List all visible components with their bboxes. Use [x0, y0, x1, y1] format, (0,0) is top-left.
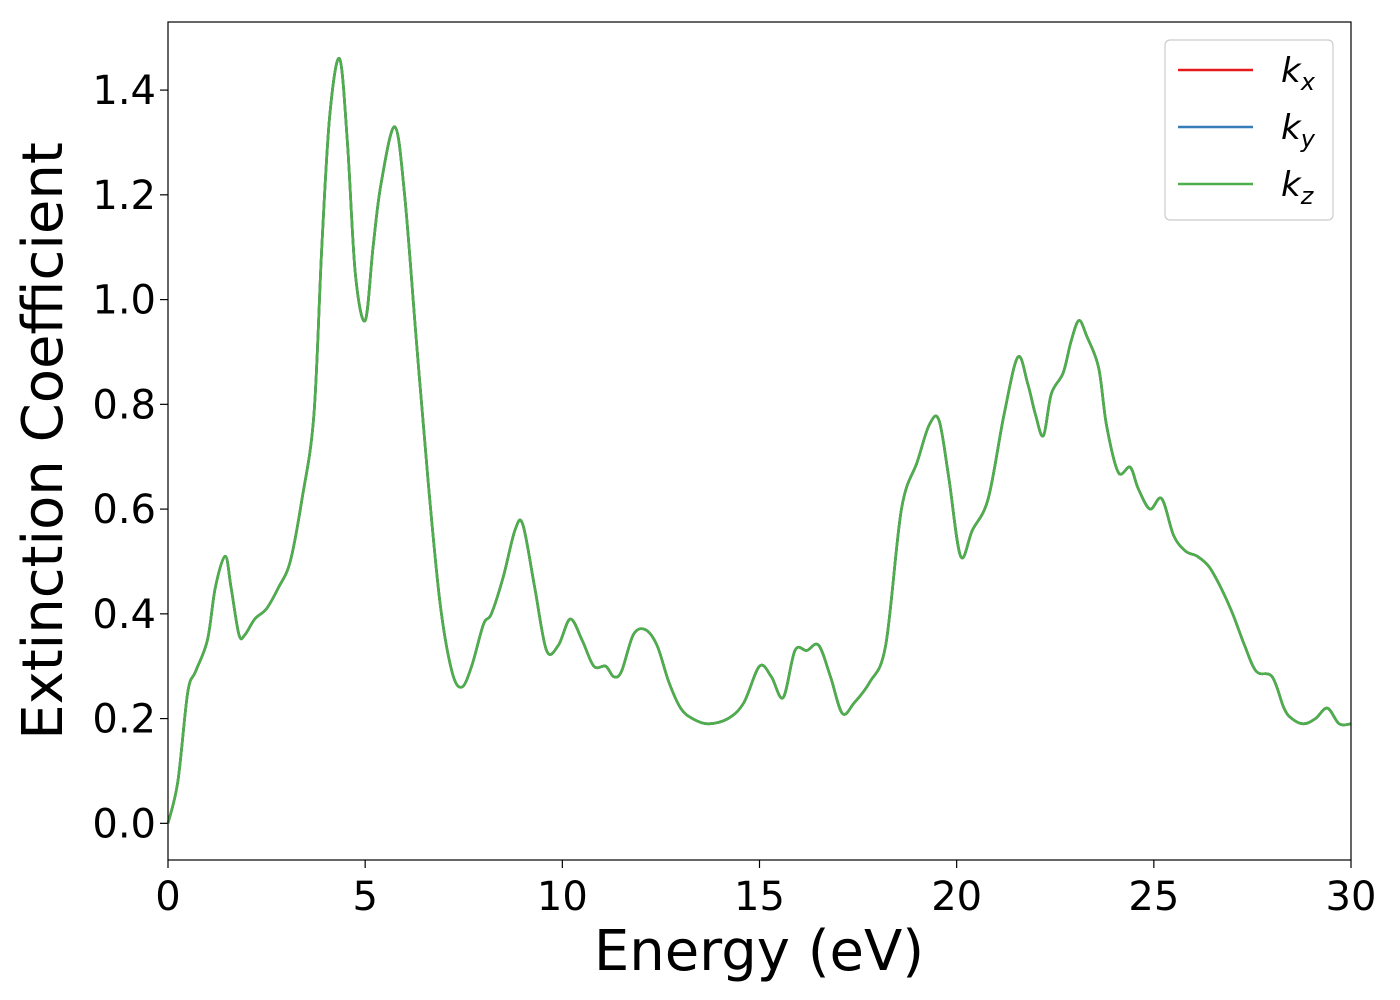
- y-tick-label: 0.8: [92, 382, 156, 428]
- y-axis-label: Extinction Coefficient: [11, 142, 76, 740]
- x-tick-label: 30: [1326, 874, 1377, 920]
- legend-label-ky: ky: [1281, 108, 1316, 153]
- plot-frame: [167, 21, 1352, 861]
- x-tick-label: 15: [734, 874, 785, 920]
- y-tick-label: 0.2: [92, 697, 156, 743]
- legend-label-subscript: z: [1300, 182, 1315, 210]
- y-tick-label: 0.4: [92, 592, 156, 638]
- x-tick-label: 0: [155, 874, 180, 920]
- x-tick-label: 10: [537, 874, 588, 920]
- series-line-kz: [166, 57, 1352, 824]
- legend-box: [1164, 39, 1334, 221]
- y-tick-label: 1.2: [92, 173, 156, 219]
- y-axis-ticks: 0.0 0.2 0.4 0.6 0.8 1.0 1.2 1.4: [92, 68, 168, 847]
- legend-label-base: k: [1281, 51, 1302, 91]
- legend-label-kz: kz: [1281, 165, 1315, 210]
- x-tick-label: 20: [931, 874, 982, 920]
- x-axis-label: Energy (eV): [594, 919, 924, 984]
- y-tick-label: 1.0: [92, 278, 156, 324]
- x-tick-label: 25: [1128, 874, 1179, 920]
- y-tick-label: 0.0: [92, 801, 156, 847]
- legend-label-subscript: x: [1300, 68, 1316, 96]
- y-tick-label: 0.6: [92, 487, 156, 533]
- legend-label-subscript: y: [1300, 125, 1316, 153]
- x-axis-ticks: 0 5 10 15 20 25 30: [155, 860, 1376, 920]
- legend-label-kx: kx: [1281, 51, 1316, 96]
- plot-lines: [166, 57, 1352, 824]
- y-tick-label: 1.4: [92, 68, 156, 114]
- legend-label-base: k: [1281, 108, 1302, 148]
- legend-label-base: k: [1281, 165, 1302, 205]
- x-tick-label: 5: [352, 874, 377, 920]
